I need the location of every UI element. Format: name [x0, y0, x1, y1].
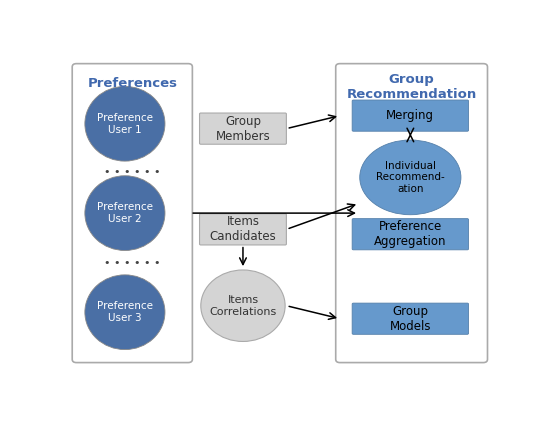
Text: Merging: Merging	[386, 109, 434, 122]
Text: Preferences: Preferences	[87, 77, 177, 90]
FancyBboxPatch shape	[200, 214, 286, 245]
Text: Preference
User 1: Preference User 1	[97, 113, 153, 135]
Ellipse shape	[85, 275, 165, 349]
Text: Group
Recommendation: Group Recommendation	[347, 73, 477, 101]
FancyBboxPatch shape	[72, 64, 193, 362]
Text: Group
Models: Group Models	[390, 305, 431, 333]
FancyBboxPatch shape	[352, 303, 468, 334]
Ellipse shape	[201, 270, 285, 341]
Text: Group
Members: Group Members	[215, 115, 270, 143]
Text: Preference
User 3: Preference User 3	[97, 301, 153, 323]
Text: Preference
User 2: Preference User 2	[97, 202, 153, 224]
Text: Items
Correlations: Items Correlations	[209, 295, 276, 316]
Text: Preference
Aggregation: Preference Aggregation	[374, 220, 447, 248]
Ellipse shape	[360, 140, 461, 215]
Text: Items
Candidates: Items Candidates	[209, 215, 276, 243]
FancyBboxPatch shape	[352, 100, 468, 131]
FancyBboxPatch shape	[200, 113, 286, 144]
Text: • • • • • •: • • • • • •	[104, 168, 160, 178]
FancyBboxPatch shape	[352, 219, 468, 250]
Ellipse shape	[85, 87, 165, 161]
FancyBboxPatch shape	[336, 64, 487, 362]
Text: Individual
Recommend-
ation: Individual Recommend- ation	[376, 161, 444, 194]
Text: • • • • • •: • • • • • •	[104, 259, 160, 268]
Ellipse shape	[85, 176, 165, 251]
